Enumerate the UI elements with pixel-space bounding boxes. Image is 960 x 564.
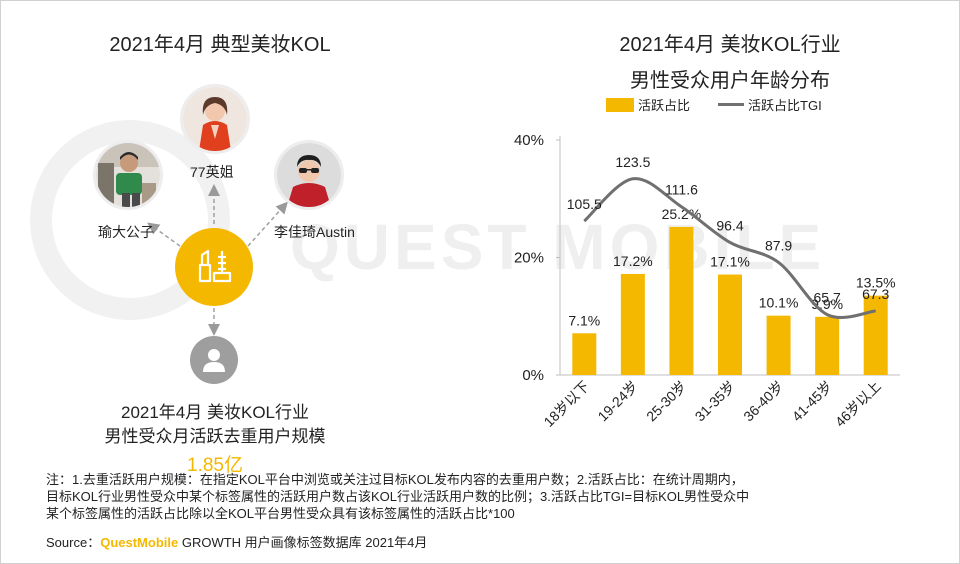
user-circle [190,336,238,384]
left-subtitle-2: 男性受众月活跃去重用户规模 [104,427,326,446]
connector-lines [147,184,289,336]
bar [572,333,597,375]
x-tick-label: 18岁以下 [540,378,592,430]
source-brand: QuestMobile [100,535,179,550]
avatar-kol3 [274,140,344,210]
hub-circle [175,228,253,306]
tgi-label: 67.3 [862,286,889,302]
source: Source：QuestMobile GROWTH 用户画像标签数据库 2021… [46,532,427,551]
bar-label: 25.2% [662,206,702,222]
tgi-label: 105.5 [567,196,602,212]
kol-name-2: 77英姐 [190,164,234,180]
avatar-kol2 [180,84,250,154]
footnotes: 注：1.去重活跃用户规模：在指定KOL平台中浏览或关注过目标KOL发布内容的去重… [46,471,926,522]
bar [815,316,840,375]
bar-label: 10.1% [759,295,799,311]
left-subtitle-1: 2021年4月 美妆KOL行业 [120,403,309,422]
x-tick-label: 25-30岁 [643,378,690,425]
bar [620,273,645,375]
source-prefix: Source： [46,535,101,550]
cosmetics-icon [198,249,232,283]
bar [863,295,888,375]
footnote-line-1: 注：1.去重活跃用户规模：在指定KOL平台中浏览或关注过目标KOL发布内容的去重… [46,472,744,487]
y-tick-label: 0% [522,367,544,384]
footnote-line-3: 某个标签属性的活跃占比除以全KOL平台男性受众具有该标签属性的活跃占比*100 [46,506,515,521]
chart-title-2: 男性受众用户年龄分布 [630,70,830,92]
bar-label: 17.1% [710,254,750,270]
bar-label: 7.1% [568,312,600,328]
chart: 0%20%40%7.1%17.2%25.2%17.1%10.1% 9.9%13.5… [514,132,900,430]
tgi-label: 65.7 [814,290,841,306]
source-suffix: GROWTH 用户画像标签数据库 2021年4月 [178,535,428,550]
watermark-text: QUEST MOBILE [290,211,826,283]
x-tick-label: 36-40岁 [740,378,787,425]
legend-swatch-bar [606,97,634,112]
y-tick-label: 20% [514,250,544,267]
legend-label-line: 活跃占比TGI [748,98,822,113]
avatar-kol1 [93,140,163,210]
legend-label-bar: 活跃占比 [638,98,691,113]
x-tick-label: 46岁以上 [832,378,884,430]
tgi-label: 123.5 [615,154,650,170]
tgi-line [583,177,876,320]
x-tick-label: 19-24岁 [594,378,641,425]
x-tick-label: 31-35岁 [692,378,739,425]
connector-kol1 [147,222,181,247]
bar [718,274,742,375]
bar [669,226,694,375]
user-icon [203,349,225,372]
footnote-line-2: 目标KOL行业男性受众中某个标签属性的活跃用户数占该KOL行业活跃用户数的比例；… [46,489,750,504]
bar-label: 13.5% [856,275,896,291]
bar-label: 17.2% [613,253,653,269]
left-title: 2021年4月 典型美妆KOL [109,34,331,56]
y-tick-label: 40% [514,132,544,149]
kol-name-1: 瑜大公子 [98,224,154,240]
chart-title-1: 2021年4月 美妆KOL行业 [619,34,841,56]
tgi-label: 87.9 [765,237,792,253]
tgi-label: 111.6 [665,182,698,198]
legend-swatch-line [718,103,745,106]
active-user-value: 1.85亿 [187,455,243,476]
bar [766,315,791,375]
chart-legend: 活跃占比 活跃占比TGI [606,95,822,114]
tgi-label: 96.4 [716,217,743,233]
kol-name-3: 李佳琦Austin [274,224,355,240]
x-tick-label: 41-45岁 [789,378,836,425]
connector-kol3 [247,201,289,247]
